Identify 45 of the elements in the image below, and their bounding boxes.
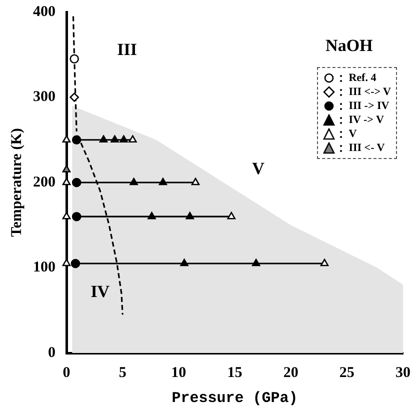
y-tick-label: 100 — [33, 260, 56, 276]
point — [320, 258, 329, 266]
y-tick-label: 400 — [33, 4, 56, 20]
legend-label: Ref. 4 — [348, 72, 376, 84]
x-tick-label: 10 — [171, 364, 186, 381]
y-tick-label: 300 — [33, 89, 56, 106]
point — [72, 178, 82, 188]
legend-label: III <-> V — [348, 86, 391, 98]
point — [110, 135, 119, 143]
point — [191, 178, 200, 186]
annotation: IV — [90, 282, 110, 302]
legend-label: III -> IV — [348, 100, 390, 112]
point — [158, 178, 168, 186]
point — [148, 212, 156, 220]
x-tick-label: 30 — [396, 364, 410, 381]
legend-label: V — [348, 128, 357, 140]
y-tick-label: 0 — [48, 344, 56, 361]
legend-label: IV -> V — [348, 114, 384, 126]
point — [180, 258, 188, 266]
point — [70, 258, 80, 268]
point — [62, 135, 71, 143]
legend-label: III <- V — [348, 142, 385, 154]
x-axis-title: Pressure (GPa) — [172, 390, 298, 407]
y-axis-title: Temperature (K) — [8, 128, 25, 237]
point — [252, 258, 260, 266]
point — [72, 212, 82, 222]
point — [70, 54, 79, 64]
annotation: NaOH — [326, 36, 373, 56]
y-tick-label: 200 — [33, 174, 56, 190]
annotation: III — [117, 40, 137, 60]
point — [99, 135, 108, 143]
point — [227, 212, 236, 220]
x-tick-label: 15 — [227, 364, 242, 381]
x-tick-label: 20 — [283, 364, 298, 381]
point — [70, 92, 79, 102]
point — [128, 135, 137, 143]
point — [130, 178, 138, 186]
point — [120, 135, 128, 143]
x-tick-label: 25 — [339, 364, 354, 381]
annotation: V — [252, 158, 264, 179]
x-tick-label: 5 — [118, 364, 126, 381]
point — [186, 212, 194, 220]
x-tick-label: 0 — [62, 364, 70, 381]
point — [72, 135, 82, 145]
point — [62, 165, 71, 172]
